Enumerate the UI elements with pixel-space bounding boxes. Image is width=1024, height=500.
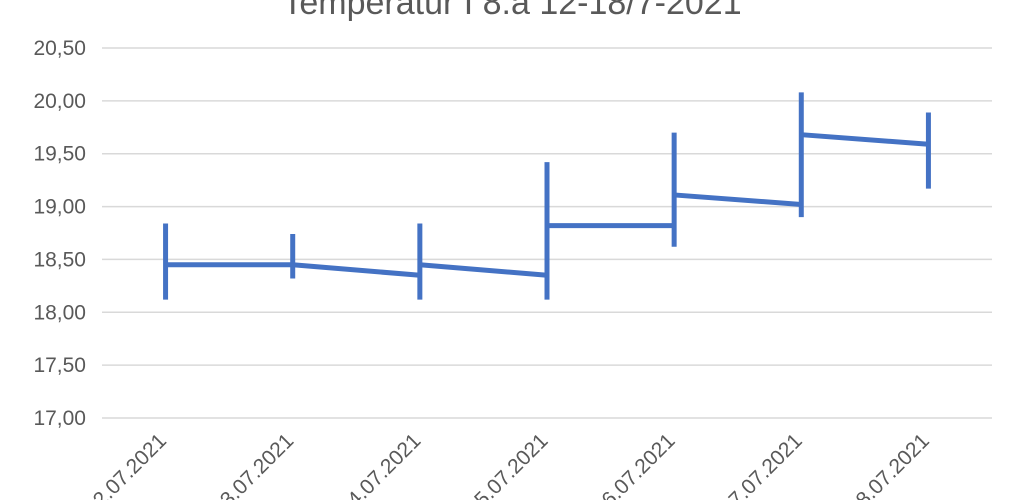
y-axis-ticks: 17,00 17,50 18,00 18,50 19,00 19,50 20,00 20,50 (33, 37, 86, 430)
y-tick-label: 20,00 (33, 90, 86, 113)
series-segment (419, 262, 548, 278)
series-segment (801, 132, 929, 147)
x-tick-label: 12.07.2021 (81, 429, 172, 500)
y-tick-label: 18,50 (33, 248, 86, 271)
y-tick-label: 19,00 (33, 196, 86, 219)
series-segment (292, 262, 421, 278)
x-tick-label: 13.07.2021 (208, 429, 299, 500)
y-tick-label: 19,50 (33, 143, 86, 166)
x-tick-label: 15.07.2021 (462, 429, 553, 500)
x-axis-ticks: 12.07.2021 13.07.2021 14.07.2021 15.07.2021… (81, 429, 934, 500)
y-tick-label: 20,50 (33, 37, 86, 60)
x-tick-label: 17.07.2021 (716, 429, 807, 500)
chart-title: Temperatur I 8:a 12-18/7-2021 (282, 0, 741, 22)
series-segment (673, 192, 802, 207)
y-tick-label: 17,50 (33, 354, 86, 377)
y-tick-label: 18,00 (33, 301, 86, 324)
y-tick-label: 17,00 (33, 407, 86, 430)
x-tick-label: 16.07.2021 (589, 429, 680, 500)
x-tick-label: 18.07.2021 (843, 429, 934, 500)
x-tick-label: 14.07.2021 (335, 429, 426, 500)
series-line (163, 92, 931, 300)
